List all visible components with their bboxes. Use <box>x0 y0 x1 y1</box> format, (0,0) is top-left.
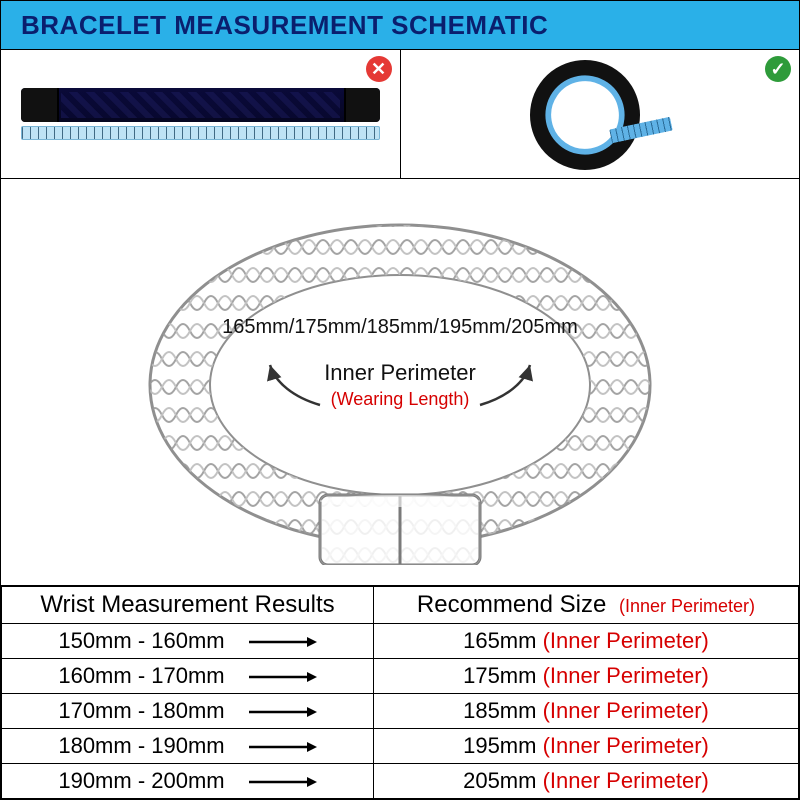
table-row: 190mm - 200mm 205mm (Inner Perimeter) <box>2 764 799 799</box>
title-text: BRACELET MEASUREMENT SCHEMATIC <box>21 10 548 41</box>
arrow-icon <box>247 663 317 689</box>
wrist-measurement-value: 190mm - 200mm <box>58 768 224 794</box>
arrow-icon <box>247 628 317 654</box>
recommend-size-suffix: (Inner Perimeter) <box>543 768 709 793</box>
wrist-measurement-cell: 190mm - 200mm <box>2 764 374 799</box>
flat-bracelet-illustration <box>21 88 380 140</box>
wrist-measurement-cell: 160mm - 170mm <box>2 659 374 694</box>
table-header-row: Wrist Measurement Results Recommend Size… <box>2 586 799 624</box>
measurement-method-row: ✕ ✓ <box>1 49 799 179</box>
size-table: Wrist Measurement Results Recommend Size… <box>1 585 799 799</box>
wrist-measurement-cell: 170mm - 180mm <box>2 694 374 729</box>
recommend-size-value: 205mm <box>463 768 542 793</box>
method-wrong-cell: ✕ <box>1 50 401 178</box>
arrow-icon <box>247 768 317 794</box>
recommend-size-cell: 165mm (Inner Perimeter) <box>373 624 798 659</box>
table-row: 160mm - 170mm 175mm (Inner Perimeter) <box>2 659 799 694</box>
recommend-size-suffix: (Inner Perimeter) <box>543 733 709 758</box>
clasp-icon <box>320 495 480 565</box>
bracelet-diagram: 165mm/175mm/185mm/195mm/205mm Inner Peri… <box>1 179 799 585</box>
wrist-measurement-value: 170mm - 180mm <box>58 698 224 724</box>
col-recommend-suffix: (Inner Perimeter) <box>619 596 755 616</box>
wrist-measurement-value: 160mm - 170mm <box>58 663 224 689</box>
col-recommend: Recommend Size (Inner Perimeter) <box>373 586 798 624</box>
arrow-icon <box>247 733 317 759</box>
recommend-size-cell: 185mm (Inner Perimeter) <box>373 694 798 729</box>
col-wrist: Wrist Measurement Results <box>2 586 374 624</box>
wrist-measurement-cell: 150mm - 160mm <box>2 624 374 659</box>
arrow-icon <box>247 698 317 724</box>
method-right-cell: ✓ <box>401 50 800 178</box>
title-bar: BRACELET MEASUREMENT SCHEMATIC <box>1 1 799 49</box>
wrong-badge-icon: ✕ <box>366 56 392 82</box>
table-row: 150mm - 160mm 165mm (Inner Perimeter) <box>2 624 799 659</box>
recommend-size-cell: 175mm (Inner Perimeter) <box>373 659 798 694</box>
recommend-size-cell: 205mm (Inner Perimeter) <box>373 764 798 799</box>
recommend-size-value: 195mm <box>463 733 542 758</box>
rolled-bracelet-illustration <box>520 55 680 173</box>
recommend-size-suffix: (Inner Perimeter) <box>543 628 709 653</box>
flat-bracelet-icon <box>21 88 380 122</box>
recommend-size-suffix: (Inner Perimeter) <box>543 663 709 688</box>
wrist-measurement-cell: 180mm - 190mm <box>2 729 374 764</box>
wearing-length-text: (Wearing Length) <box>331 389 470 409</box>
wrist-measurement-value: 150mm - 160mm <box>58 628 224 654</box>
recommend-size-value: 175mm <box>463 663 542 688</box>
bracelet-svg-icon: 165mm/175mm/185mm/195mm/205mm Inner Peri… <box>120 205 680 565</box>
table-row: 170mm - 180mm 185mm (Inner Perimeter) <box>2 694 799 729</box>
wrist-measurement-value: 180mm - 190mm <box>58 733 224 759</box>
recommend-size-value: 165mm <box>463 628 542 653</box>
table-row: 180mm - 190mm 195mm (Inner Perimeter) <box>2 729 799 764</box>
right-badge-icon: ✓ <box>765 56 791 82</box>
recommend-size-suffix: (Inner Perimeter) <box>543 698 709 723</box>
sizes-line-text: 165mm/175mm/185mm/195mm/205mm <box>222 316 578 338</box>
inner-perimeter-text: Inner Perimeter <box>324 360 476 385</box>
recommend-size-cell: 195mm (Inner Perimeter) <box>373 729 798 764</box>
ruler-icon <box>21 126 380 140</box>
recommend-size-value: 185mm <box>463 698 542 723</box>
